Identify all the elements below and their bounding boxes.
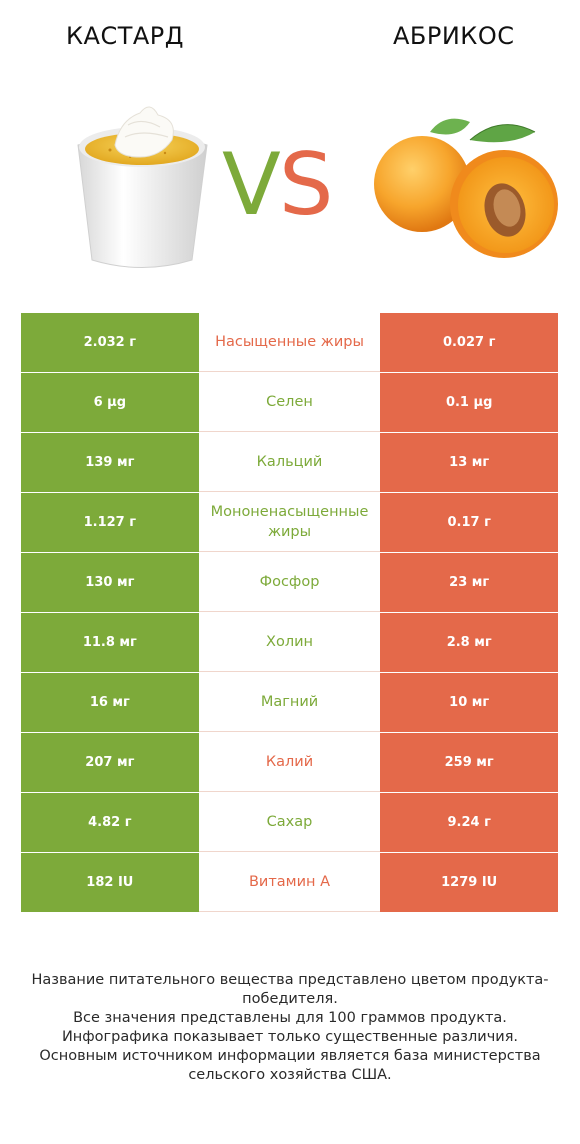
right-value: 259 мг (380, 733, 559, 792)
left-value: 4.82 г (21, 793, 199, 852)
apricot-image (374, 118, 558, 258)
nutrient-label: Селен (198, 373, 381, 432)
nutrient-label: Холин (198, 613, 381, 672)
left-value: 130 мг (21, 553, 199, 612)
right-value: 10 мг (380, 673, 559, 732)
left-value: 139 мг (21, 433, 199, 492)
nutrient-label: Кальций (198, 433, 381, 492)
right-value: 0.027 г (380, 313, 559, 372)
right-food-title: АБРИКОС (393, 22, 515, 50)
table-row: 182 IU Витамин A 1279 IU (21, 853, 559, 912)
right-value: 0.17 г (380, 493, 559, 552)
table-row: 6 µg Селен 0.1 µg (21, 373, 559, 432)
left-food-title: КАСТАРД (66, 22, 185, 50)
left-value: 207 мг (21, 733, 199, 792)
nutrient-label: Насыщенные жиры (198, 313, 381, 372)
vs-s-letter: S (278, 135, 334, 235)
footer-line: Все значения представлены для 100 граммо… (73, 1010, 507, 1026)
left-value: 6 µg (21, 373, 199, 432)
left-value: 16 мг (21, 673, 199, 732)
table-row: 11.8 мг Холин 2.8 мг (21, 613, 559, 672)
left-value: 1.127 г (21, 493, 199, 552)
left-value: 2.032 г (21, 313, 199, 372)
table-row: 2.032 г Насыщенные жиры 0.027 г (21, 313, 559, 372)
right-value: 0.1 µg (380, 373, 559, 432)
nutrient-label: Магний (198, 673, 381, 732)
right-value: 1279 IU (380, 853, 559, 912)
right-value: 9.24 г (380, 793, 559, 852)
table-row: 207 мг Калий 259 мг (21, 733, 559, 792)
custard-image (77, 106, 208, 268)
right-value: 13 мг (380, 433, 559, 492)
vs-v-letter: V (222, 135, 281, 235)
footer-notes: Название питательного вещества представл… (20, 971, 560, 1085)
nutrient-label: Калий (198, 733, 381, 792)
table-row: 130 мг Фосфор 23 мг (21, 553, 559, 612)
nutrient-label: Сахар (198, 793, 381, 852)
table-row: 1.127 г Мононенасыщенные жиры 0.17 г (21, 493, 559, 552)
table-row: 4.82 г Сахар 9.24 г (21, 793, 559, 852)
footer-line: Название питательного вещества представл… (31, 972, 549, 1007)
nutrient-label: Мононенасыщенные жиры (198, 493, 381, 552)
right-value: 23 мг (380, 553, 559, 612)
nutrient-label: Фосфор (198, 553, 381, 612)
right-value: 2.8 мг (380, 613, 559, 672)
table-row: 16 мг Магний 10 мг (21, 673, 559, 732)
left-value: 182 IU (21, 853, 199, 912)
table-row: 139 мг Кальций 13 мг (21, 433, 559, 492)
left-value: 11.8 мг (21, 613, 199, 672)
nutrient-label: Витамин A (198, 853, 381, 912)
vs-label: VS (222, 135, 334, 235)
footer-line: Инфографика показывает только существенн… (61, 1029, 519, 1045)
footer-line: Основным источником информации является … (39, 1048, 541, 1083)
